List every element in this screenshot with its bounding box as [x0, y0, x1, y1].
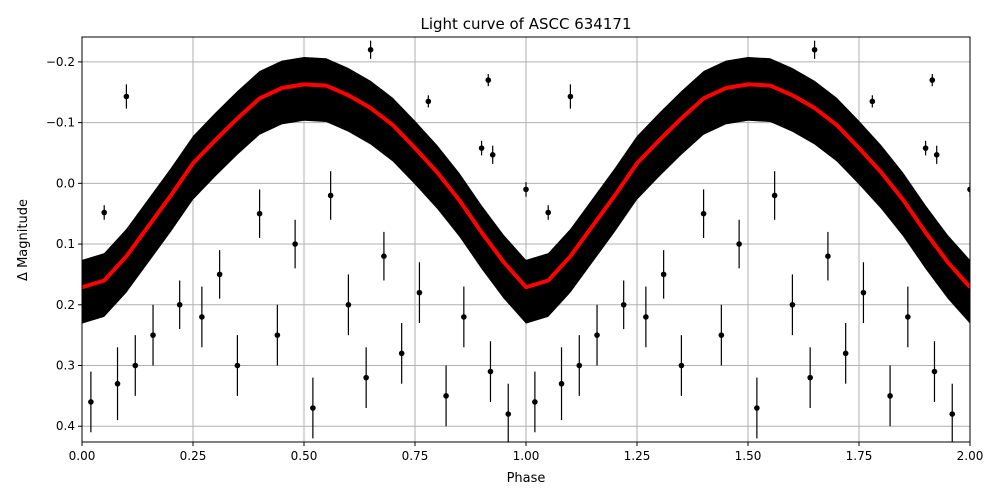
- data-point: [478, 145, 485, 151]
- x-tick-label: 0.50: [291, 449, 318, 463]
- y-tick-label: 0.2: [56, 298, 75, 312]
- data-point: [216, 271, 223, 278]
- data-point: [700, 210, 707, 217]
- x-tick-label: 1.50: [735, 449, 762, 463]
- x-tick-label: 2.00: [957, 449, 984, 463]
- data-point: [860, 289, 867, 296]
- data-point: [842, 350, 849, 357]
- dense-data-band: [82, 57, 970, 324]
- data-point: [485, 77, 492, 83]
- x-tick-label: 1.75: [846, 449, 873, 463]
- x-tick-label: 0.00: [69, 449, 96, 463]
- data-point: [576, 362, 583, 369]
- y-tick-label: −0.1: [46, 116, 75, 130]
- data-point: [558, 380, 565, 387]
- data-point: [256, 210, 263, 217]
- data-point: [150, 332, 156, 338]
- y-tick-label: −0.2: [46, 55, 75, 69]
- y-tick-label: 0.1: [56, 237, 75, 251]
- data-point: [967, 186, 970, 193]
- x-axis-label: Phase: [507, 471, 546, 486]
- data-point: [949, 411, 956, 417]
- data-point: [367, 46, 374, 53]
- y-tick-label: 0.0: [56, 176, 75, 190]
- data-point: [101, 209, 107, 216]
- data-point: [114, 380, 121, 387]
- data-point: [123, 93, 130, 100]
- data-point: [811, 46, 818, 53]
- data-point: [718, 332, 725, 338]
- y-axis-label: Δ Magnitude: [16, 199, 31, 281]
- data-point: [363, 374, 369, 381]
- data-point: [869, 98, 876, 105]
- data-point: [505, 411, 512, 417]
- data-point: [310, 405, 316, 411]
- data-point: [825, 253, 831, 259]
- data-point: [929, 77, 936, 83]
- data-point: [643, 314, 649, 320]
- chart-title: Light curve of ASCC 634171: [421, 15, 632, 33]
- model-curve: [82, 82, 970, 290]
- data-point: [487, 368, 494, 375]
- data-point: [176, 301, 183, 308]
- x-tick-label: 1.00: [513, 449, 540, 463]
- data-point: [771, 192, 778, 199]
- data-point: [327, 192, 334, 199]
- data-point: [545, 209, 551, 216]
- data-layer: [82, 40, 970, 442]
- data-point: [425, 98, 432, 105]
- data-point: [523, 186, 529, 193]
- data-point: [933, 151, 940, 158]
- x-tick-label: 1.25: [624, 449, 651, 463]
- x-tick-label: 0.25: [180, 449, 207, 463]
- data-point: [594, 332, 600, 338]
- data-point: [443, 393, 449, 399]
- data-point: [789, 301, 796, 308]
- data-point: [398, 350, 405, 357]
- data-point: [736, 241, 742, 247]
- data-point: [660, 271, 667, 278]
- x-tick-label: 0.75: [402, 449, 429, 463]
- data-point: [416, 289, 423, 296]
- data-point: [887, 393, 893, 399]
- data-point: [381, 253, 387, 259]
- data-point: [345, 301, 352, 308]
- data-point: [274, 332, 281, 338]
- y-tick-label: 0.3: [56, 358, 75, 372]
- y-tick-label: 0.4: [56, 419, 75, 433]
- data-point: [532, 399, 538, 405]
- data-point: [931, 368, 938, 375]
- data-point: [905, 314, 911, 320]
- data-point: [754, 405, 760, 411]
- data-point: [922, 145, 929, 151]
- data-point: [88, 399, 94, 405]
- data-point: [807, 374, 813, 381]
- data-point: [132, 362, 139, 369]
- data-point: [199, 314, 205, 320]
- data-point: [620, 301, 627, 308]
- data-point: [678, 362, 685, 369]
- data-point: [234, 362, 241, 369]
- data-point: [461, 314, 467, 320]
- data-point: [567, 93, 574, 100]
- data-point: [489, 151, 496, 158]
- data-point: [292, 241, 298, 247]
